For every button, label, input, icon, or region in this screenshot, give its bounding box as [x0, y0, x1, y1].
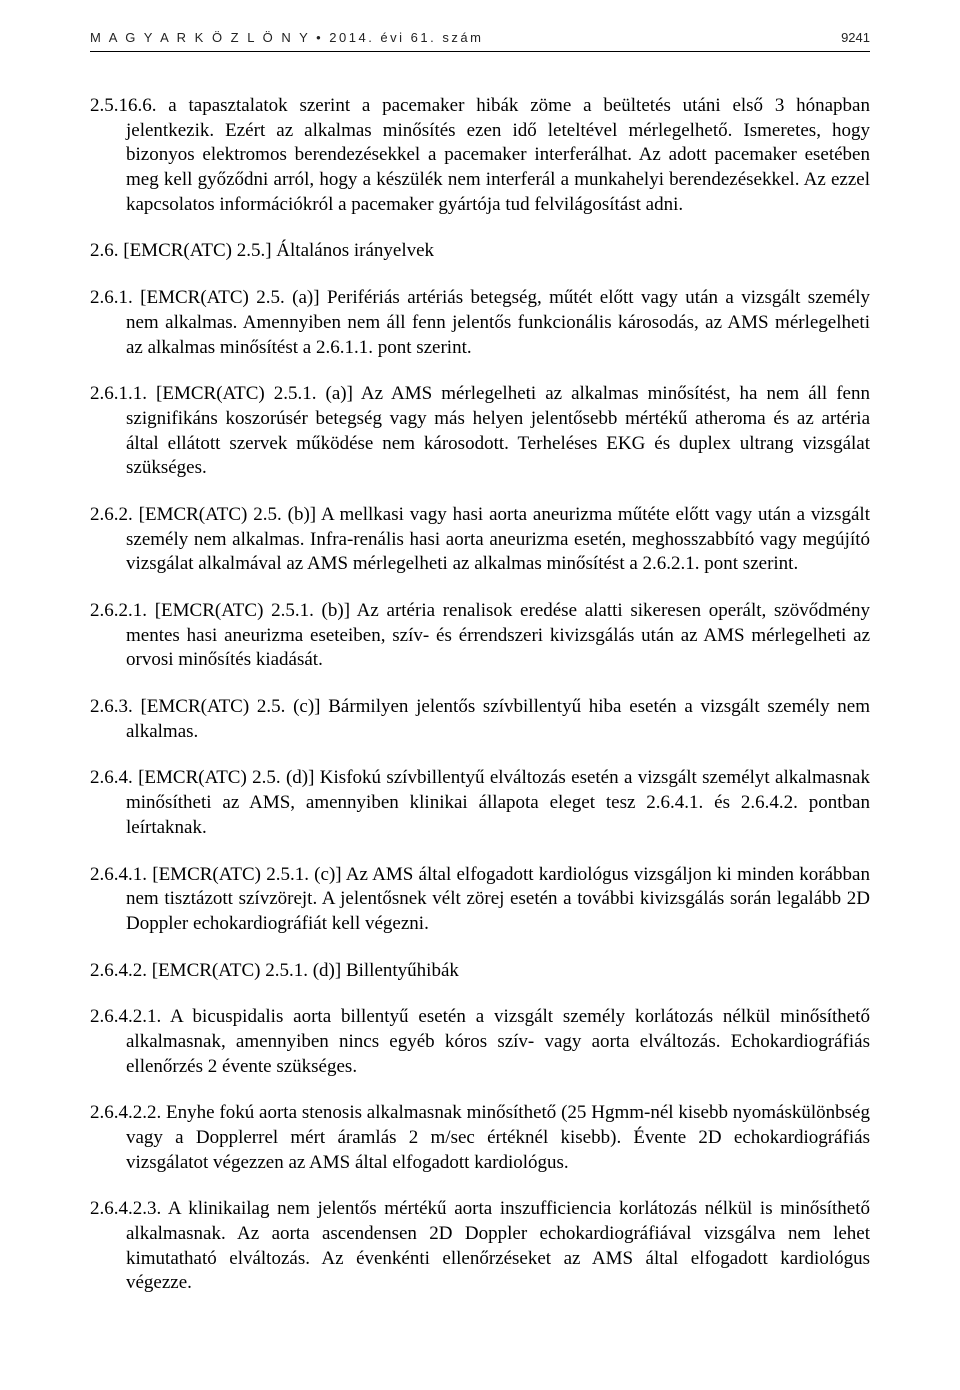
header-rule: [90, 51, 870, 52]
para-2-6-4-2-1: 2.6.4.2.1. A bicuspidalis aorta billenty…: [90, 1005, 870, 1079]
page-header: M A G Y A R K Ö Z L Ö N Y • 2014. évi 61…: [90, 30, 870, 45]
para-2-6-1-1: 2.6.1.1. [EMCR(ATC) 2.5.1. (a)] Az AMS m…: [90, 382, 870, 481]
para-2-6-2-1: 2.6.2.1. [EMCR(ATC) 2.5.1. (b)] Az artér…: [90, 599, 870, 673]
para-2-6-3: 2.6.3. [EMCR(ATC) 2.5. (c)] Bármilyen je…: [90, 695, 870, 744]
para-2-6-1: 2.6.1. [EMCR(ATC) 2.5. (a)] Perifériás a…: [90, 286, 870, 360]
header-publication: M A G Y A R K Ö Z L Ö N Y • 2014. évi 61…: [90, 30, 483, 45]
para-2-6-4-2-2: 2.6.4.2.2. Enyhe fokú aorta stenosis alk…: [90, 1101, 870, 1175]
para-2-5-16-6: 2.5.16.6. a tapasztalatok szerint a pace…: [90, 94, 870, 217]
para-2-6-4-1: 2.6.4.1. [EMCR(ATC) 2.5.1. (c)] Az AMS á…: [90, 863, 870, 937]
para-2-6-2: 2.6.2. [EMCR(ATC) 2.5. (b)] A mellkasi v…: [90, 503, 870, 577]
para-2-6-4-2-3: 2.6.4.2.3. A klinikailag nem jelentős mé…: [90, 1197, 870, 1296]
para-2-6-4-2: 2.6.4.2. [EMCR(ATC) 2.5.1. (d)] Billenty…: [90, 959, 870, 984]
header-page-number: 9241: [841, 30, 870, 45]
para-2-6-4: 2.6.4. [EMCR(ATC) 2.5. (d)] Kisfokú szív…: [90, 766, 870, 840]
document-page: M A G Y A R K Ö Z L Ö N Y • 2014. évi 61…: [0, 0, 960, 1358]
para-2-6: 2.6. [EMCR(ATC) 2.5.] Általános irányelv…: [90, 239, 870, 264]
